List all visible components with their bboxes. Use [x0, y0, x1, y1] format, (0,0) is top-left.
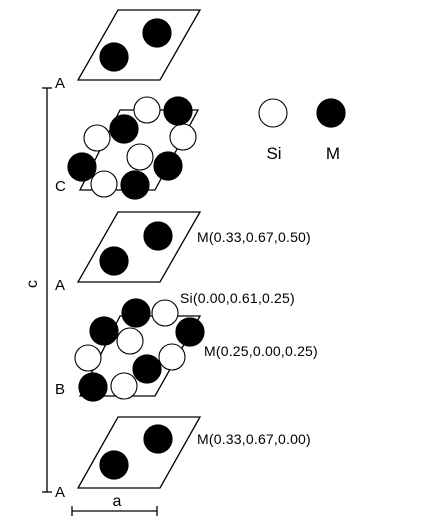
coord-label-m-zero: M(0.33,0.67,0.00)	[197, 431, 311, 447]
m-atom	[120, 170, 150, 200]
unit-cell-rhombus	[76, 416, 202, 489]
layer-label-a-top: A	[55, 75, 65, 92]
m-atom	[99, 450, 129, 480]
m-legend-icon	[316, 98, 346, 128]
layer-a-middle	[76, 211, 202, 283]
m-atom	[143, 424, 173, 454]
si-legend-label: Si	[266, 144, 281, 163]
layer-a-top	[76, 9, 202, 81]
si-legend-icon	[258, 98, 288, 128]
m-atom	[153, 151, 183, 181]
m-atom	[121, 298, 151, 328]
layer-b	[74, 298, 205, 402]
c-axis-label: c	[24, 280, 41, 288]
m-atom	[89, 316, 119, 346]
m-atom	[132, 354, 162, 384]
m-atom	[143, 221, 173, 251]
si-atom	[74, 344, 102, 372]
layer-label-a-middle: A	[55, 277, 65, 294]
si-atom	[126, 143, 154, 171]
coord-label-m-quarter: M(0.25,0.00,0.25)	[204, 343, 318, 359]
m-atom	[109, 114, 139, 144]
m-atom	[78, 372, 108, 402]
si-atom	[110, 372, 138, 400]
si-atom	[83, 124, 111, 152]
si-atom	[158, 343, 186, 371]
a-axis-label: a	[113, 493, 122, 510]
legend: Si M	[258, 98, 346, 163]
unit-cell-rhombus	[76, 211, 202, 283]
m-atom	[67, 152, 97, 182]
layer-label-b: B	[55, 381, 65, 398]
layer-c	[67, 96, 200, 200]
si-atom	[169, 123, 197, 151]
unit-cell-rhombus	[76, 9, 202, 81]
layer-label-c: C	[55, 178, 66, 195]
layer-label-a-bottom: A	[55, 484, 65, 501]
m-atom	[99, 246, 129, 276]
m-atom	[142, 18, 172, 48]
m-atom	[175, 317, 205, 347]
si-atom	[133, 96, 161, 124]
m-atom	[163, 96, 193, 126]
coord-label-si: Si(0.00,0.61,0.25)	[180, 290, 295, 306]
c-axis	[42, 87, 52, 493]
si-atom	[90, 170, 118, 198]
si-atom	[116, 327, 144, 355]
coord-label-m-half: M(0.33,0.67,0.50)	[197, 229, 311, 245]
si-atom	[151, 299, 179, 327]
a-axis	[71, 506, 158, 516]
m-legend-label: M	[326, 144, 340, 163]
layer-a-bottom	[76, 416, 202, 489]
m-atom	[99, 42, 129, 72]
